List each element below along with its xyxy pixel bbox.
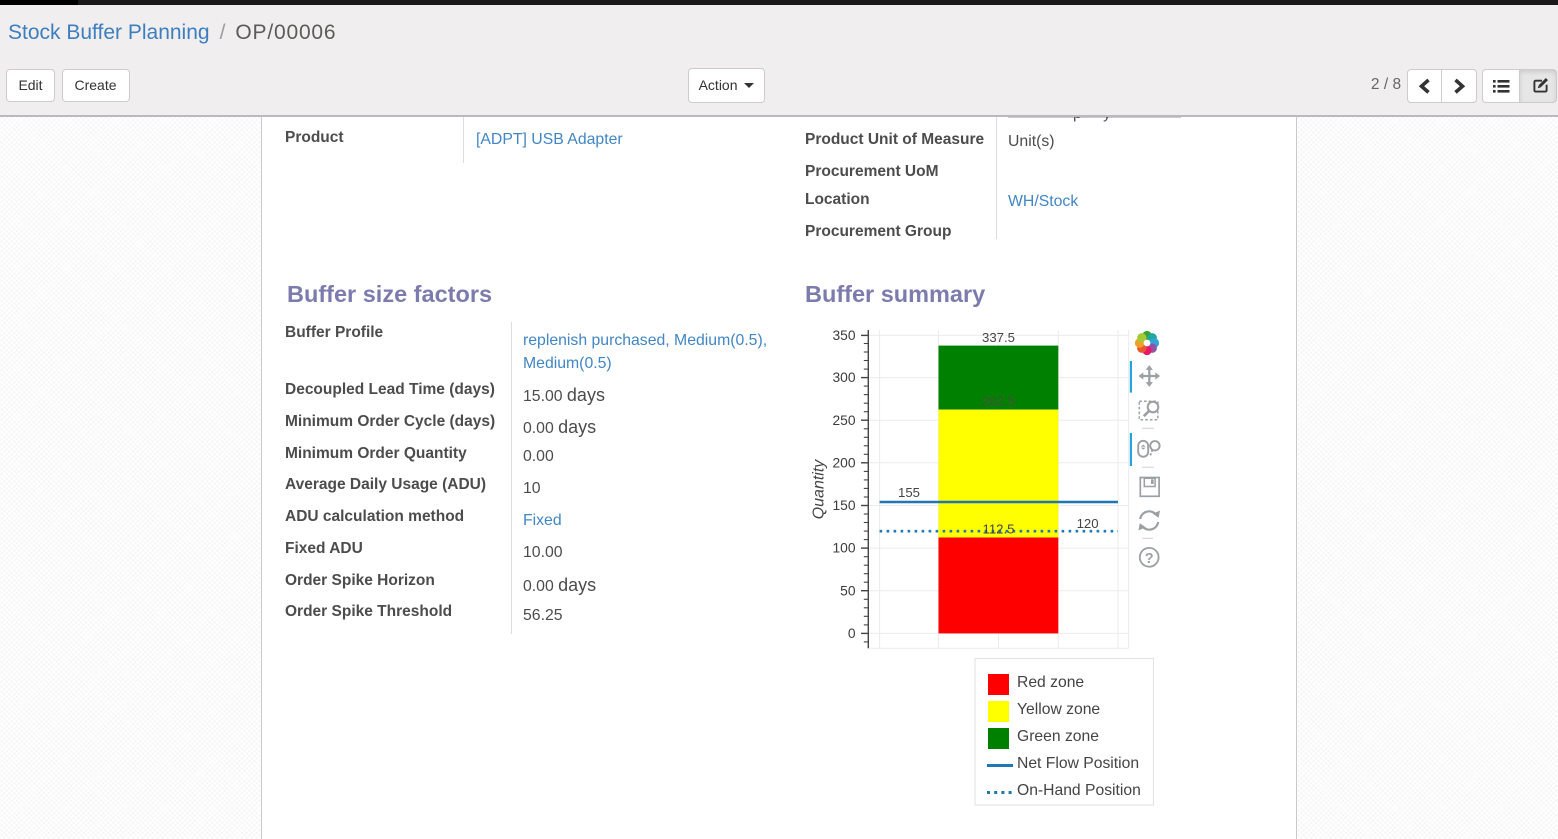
- svg-text:155: 155: [898, 485, 920, 500]
- svg-text:120: 120: [1077, 516, 1099, 531]
- svg-text:Red zone: Red zone: [1017, 674, 1084, 691]
- svg-text:112.5: 112.5: [982, 522, 1014, 537]
- svg-text:Quantity: Quantity: [811, 459, 828, 520]
- svg-text:300: 300: [832, 370, 855, 385]
- svg-text:350: 350: [832, 328, 855, 343]
- svg-text:100: 100: [832, 541, 855, 556]
- svg-text:50: 50: [840, 583, 856, 598]
- svg-text:250: 250: [832, 413, 855, 428]
- svg-text:150: 150: [832, 498, 855, 513]
- svg-text:0: 0: [848, 626, 856, 641]
- svg-text:337.5: 337.5: [982, 330, 1015, 345]
- svg-text:On-Hand Position: On-Hand Position: [1017, 782, 1141, 799]
- svg-text:?: ?: [1145, 551, 1154, 567]
- svg-text:Yellow zone: Yellow zone: [1017, 701, 1100, 718]
- svg-text:Green zone: Green zone: [1017, 728, 1099, 745]
- svg-text:Net Flow Position: Net Flow Position: [1017, 755, 1139, 772]
- svg-text:200: 200: [832, 455, 855, 470]
- svg-text:262.5: 262.5: [982, 394, 1015, 409]
